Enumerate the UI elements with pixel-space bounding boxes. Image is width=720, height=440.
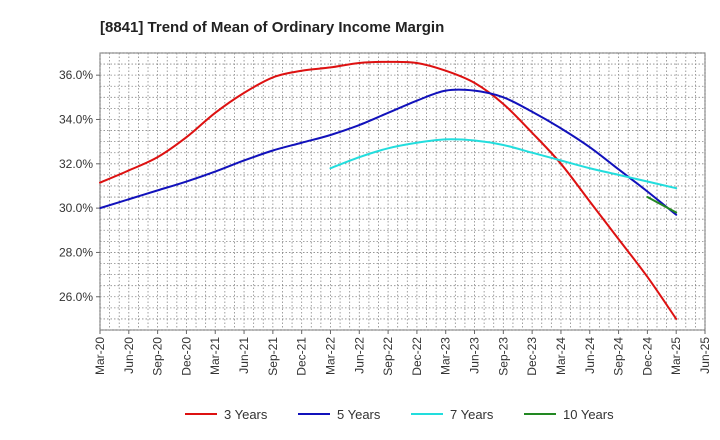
series-line-4 — [646, 196, 678, 214]
x-tick-label: Dec-21 — [295, 337, 309, 376]
x-tick-label: Sep-21 — [266, 337, 280, 376]
x-tick-label: Jun-23 — [468, 337, 482, 374]
x-tick-label: Sep-23 — [496, 337, 510, 376]
legend-entry: 10 Years — [563, 407, 614, 422]
plot-frame — [99, 52, 706, 331]
x-tick-label: Jun-25 — [698, 337, 712, 374]
y-tick-label: 34.0% — [59, 112, 93, 126]
x-tick-label: Jun-24 — [583, 337, 597, 374]
chart-title: [8841] Trend of Mean of Ordinary Income … — [100, 19, 444, 36]
x-tick-label: Mar-21 — [208, 337, 222, 375]
x-tick-label: Sep-20 — [151, 337, 165, 376]
x-tick-label: Jun-22 — [352, 337, 366, 374]
x-tick-label: Dec-20 — [179, 337, 193, 376]
x-tick-label: Dec-24 — [640, 337, 654, 376]
x-tick-label: Mar-22 — [323, 337, 337, 375]
y-tick-label: 30.0% — [59, 201, 93, 215]
x-tick-label: Sep-24 — [612, 337, 626, 376]
plot-area — [99, 52, 706, 331]
x-tick-label: Mar-25 — [669, 337, 683, 375]
series-line-3 — [329, 138, 678, 190]
series-layer — [99, 60, 678, 320]
x-tick-label: Jun-21 — [237, 337, 251, 374]
x-tick-label: Dec-22 — [410, 337, 424, 376]
x-axis: Mar-20 Jun-20 Sep-20 Dec-20 Mar-21 Jun-21 Sep-… — [93, 330, 712, 376]
x-tick-label: Sep-22 — [381, 337, 395, 376]
grid-lines — [99, 52, 706, 331]
legend: 3 Years 5 Years 7 Years 10 Years — [185, 407, 614, 422]
y-tick-label: 36.0% — [59, 68, 93, 82]
y-tick-label: 28.0% — [59, 245, 93, 259]
x-tick-label: Mar-24 — [554, 337, 568, 375]
y-tick-label: 32.0% — [59, 157, 93, 171]
legend-entry: 5 Years — [337, 407, 381, 422]
x-tick-label: Dec-23 — [525, 337, 539, 376]
x-tick-label: Jun-20 — [122, 337, 136, 374]
legend-entry: 3 Years — [224, 407, 268, 422]
x-tick-label: Mar-20 — [93, 337, 107, 375]
x-tick-label: Mar-23 — [439, 337, 453, 375]
series-line-2 — [99, 88, 678, 216]
y-tick-label: 26.0% — [59, 290, 93, 304]
y-axis: 26.0% 28.0% 30.0% 32.0% 34.0% 36.0% — [59, 68, 100, 304]
legend-entry: 7 Years — [450, 407, 494, 422]
series-line-1 — [99, 60, 678, 320]
